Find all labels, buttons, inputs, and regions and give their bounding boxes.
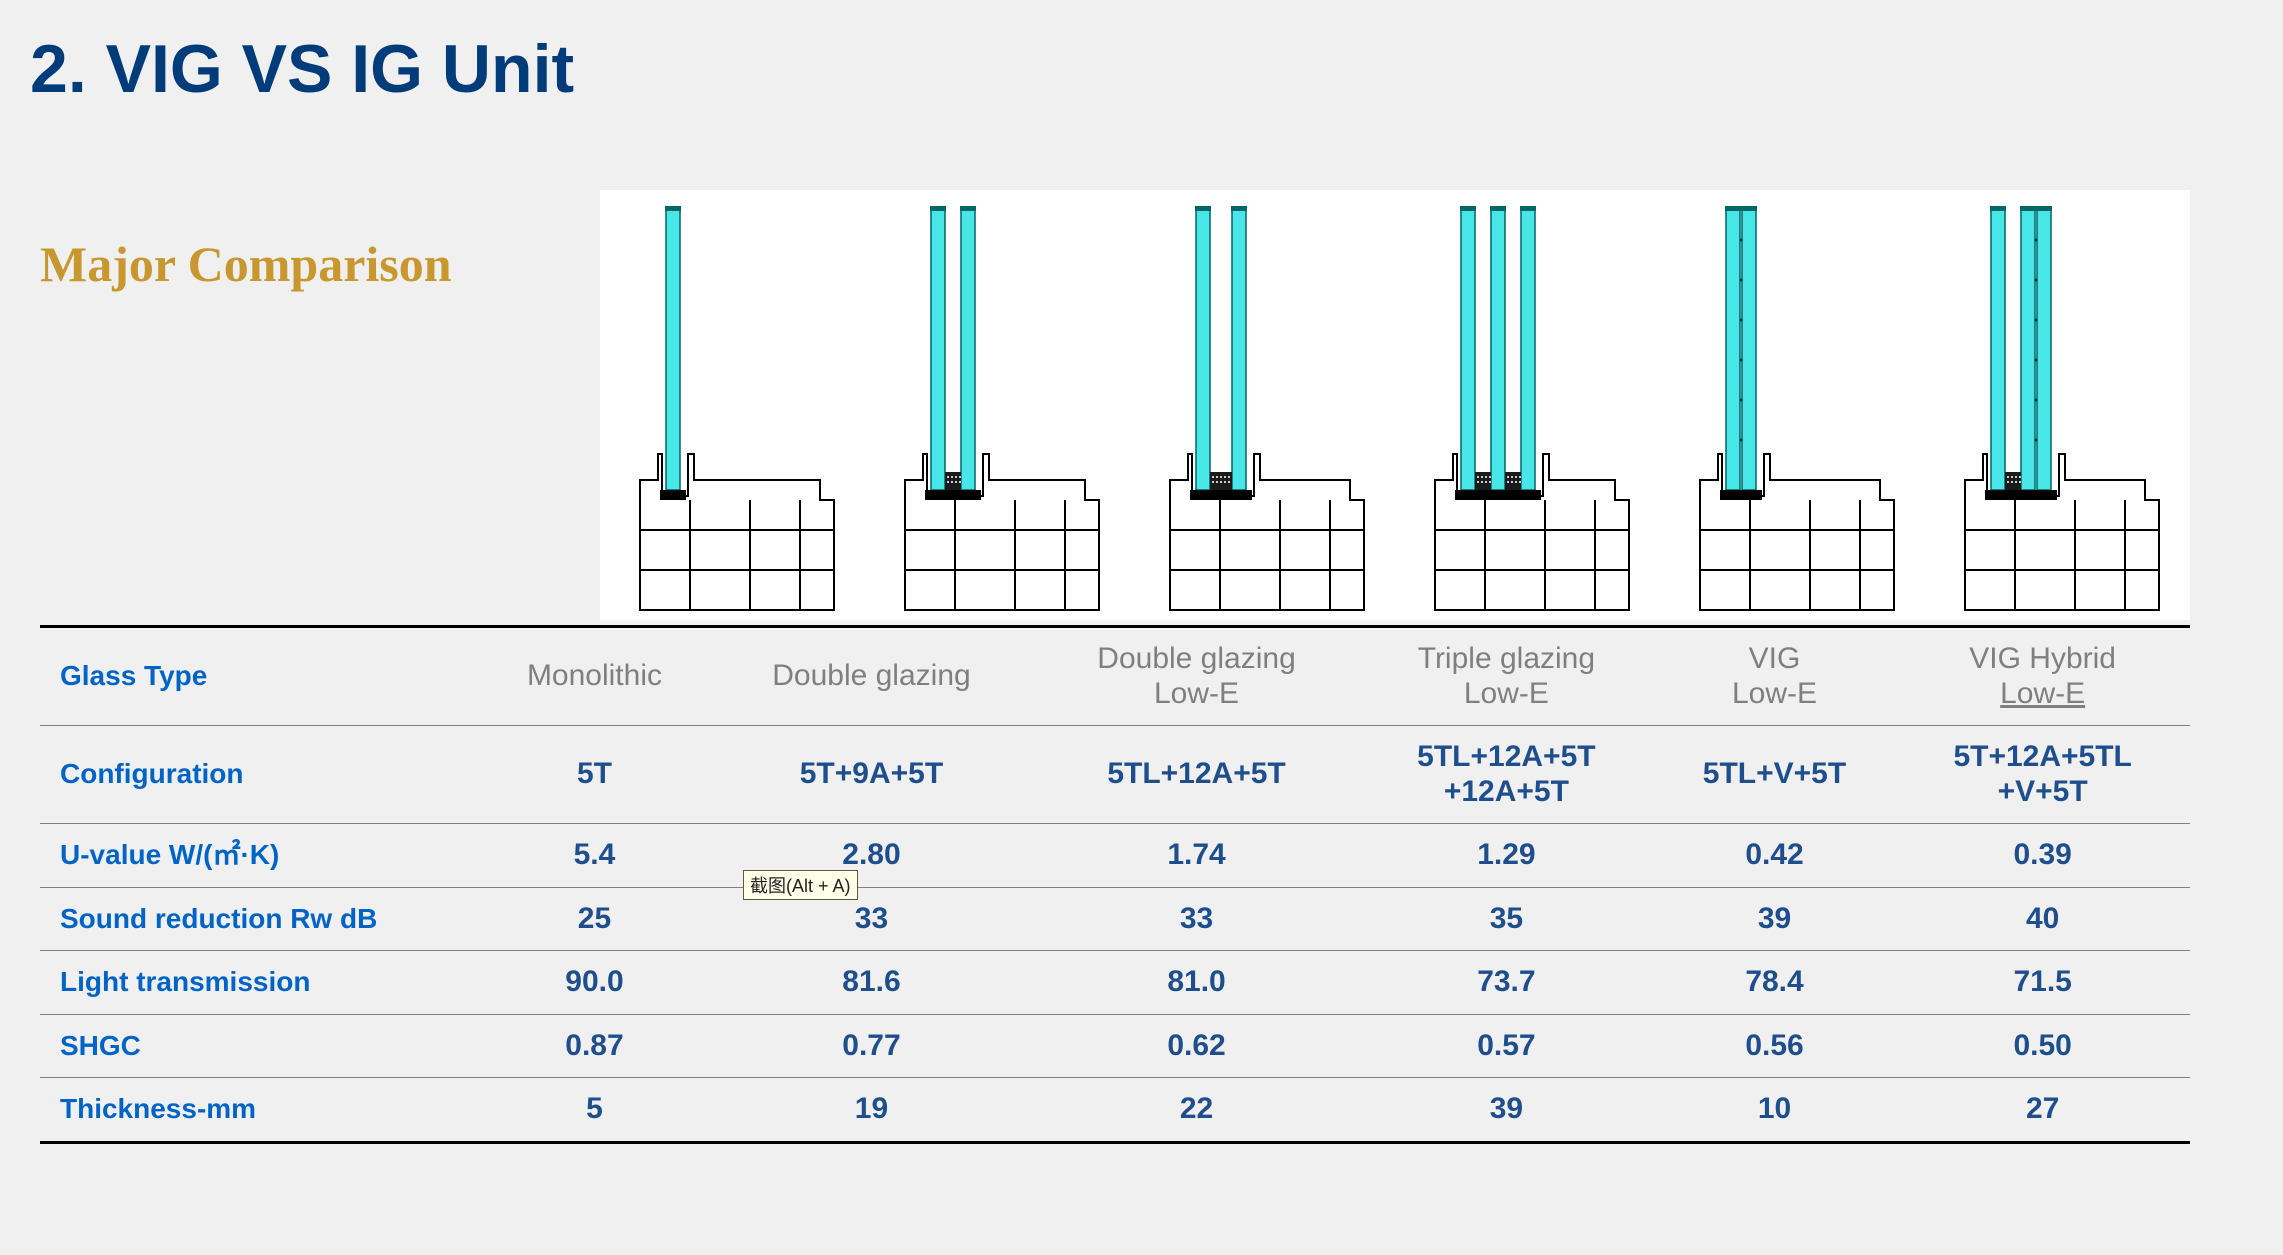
cell-r4-c1: 81.6 [709,951,1034,1015]
cell-r5-c5: 0.50 [1895,1014,2190,1078]
column-header-0: Monolithic [480,627,709,726]
cell-r1-c2: 5TL+12A+5T [1034,726,1359,824]
cell-r6-c2: 22 [1034,1078,1359,1143]
cell-r3-c0: 25 [480,887,709,951]
column-header-1: Double glazing [709,627,1034,726]
column-header-3: Triple glazingLow-E [1359,627,1654,726]
row-header-4: Light transmission [40,951,480,1015]
column-header-line2: Low-E [1464,677,1549,710]
cell-r4-c0: 90.0 [480,951,709,1015]
row-header-5: SHGC [40,1014,480,1078]
column-header-2: Double glazingLow-E [1034,627,1359,726]
column-header-line1: VIG [1749,642,1801,675]
cell-r5-c2: 0.62 [1034,1014,1359,1078]
window-diagram-3 [1395,190,1660,620]
window-diagram-5 [1925,190,2190,620]
row-header-glass-type: Glass Type [40,627,480,726]
cell-r2-c5: 0.39 [1895,824,2190,888]
row-header-6: Thickness-mm [40,1078,480,1143]
diagram-strip [600,190,2190,620]
cell-r4-c3: 73.7 [1359,951,1654,1015]
column-header-line2: Low-E [2000,677,2085,710]
row-header-1: Configuration [40,726,480,824]
cell-r4-c4: 78.4 [1654,951,1896,1015]
cell-r6-c1: 19 [709,1078,1034,1143]
cell-r2-c3: 1.29 [1359,824,1654,888]
cell-r5-c0: 0.87 [480,1014,709,1078]
column-header-line1: Monolithic [527,659,662,692]
column-header-line1: Double glazing [1097,642,1295,675]
column-header-line2: Low-E [1154,677,1239,710]
cell-r2-c0: 5.4 [480,824,709,888]
cell-r1-c3: 5TL+12A+5T+12A+5T [1359,726,1654,824]
column-header-line1: Double glazing [772,659,970,692]
cell-r3-c5: 40 [1895,887,2190,951]
row-header-3: Sound reduction Rw dB [40,887,480,951]
cell-r6-c3: 39 [1359,1078,1654,1143]
column-header-line2: Low-E [1732,677,1817,710]
cell-r5-c1: 0.77 [709,1014,1034,1078]
row-header-2: U-value W/(㎡·K) [40,824,480,888]
subtitle: Major Comparison [40,235,452,293]
cell-r5-c4: 0.56 [1654,1014,1896,1078]
window-diagram-0 [600,190,865,620]
cell-r6-c0: 5 [480,1078,709,1143]
cell-r1-c1: 5T+9A+5T [709,726,1034,824]
cell-r3-c4: 39 [1654,887,1896,951]
column-header-line1: Triple glazing [1418,642,1595,675]
comparison-table: Glass TypeMonolithicDouble glazingDouble… [40,625,2190,1144]
cell-r6-c5: 27 [1895,1078,2190,1143]
cell-r2-c4: 0.42 [1654,824,1896,888]
page-title: 2. VIG VS IG Unit [30,30,2253,108]
column-header-line1: VIG Hybrid [1969,642,2116,675]
cell-r1-c0: 5T [480,726,709,824]
cell-r1-c5: 5T+12A+5TL+V+5T [1895,726,2190,824]
cell-r3-c3: 35 [1359,887,1654,951]
screenshot-tooltip: 截图(Alt + A) [743,870,858,900]
window-diagram-2 [1130,190,1395,620]
column-header-5: VIG HybridLow-E [1895,627,2190,726]
cell-r4-c2: 81.0 [1034,951,1359,1015]
window-diagram-4 [1660,190,1925,620]
cell-r3-c2: 33 [1034,887,1359,951]
cell-r5-c3: 0.57 [1359,1014,1654,1078]
cell-r2-c2: 1.74 [1034,824,1359,888]
cell-r4-c5: 71.5 [1895,951,2190,1015]
cell-r6-c4: 10 [1654,1078,1896,1143]
cell-r1-c4: 5TL+V+5T [1654,726,1896,824]
window-diagram-1 [865,190,1130,620]
column-header-4: VIGLow-E [1654,627,1896,726]
